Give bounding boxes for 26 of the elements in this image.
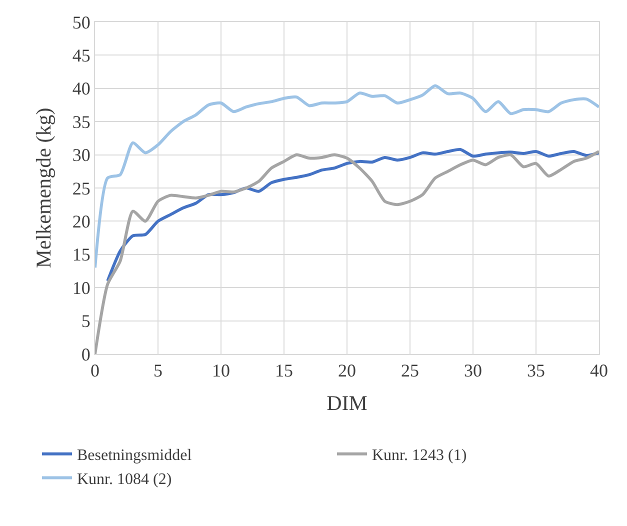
- line-series: [95, 84, 599, 270]
- y-tick-label: 45: [72, 46, 90, 66]
- x-tick-label: 20: [338, 360, 356, 381]
- line-series: [95, 150, 599, 354]
- legend-label: Kunr. 1084 (2): [77, 470, 172, 488]
- y-tick-label: 0: [81, 344, 90, 364]
- x-tick-label: 5: [154, 360, 162, 381]
- y-tick-label: 30: [72, 145, 90, 166]
- x-tick-label: 15: [275, 360, 293, 381]
- y-tick-label: 15: [72, 244, 90, 265]
- y-tick-label: 40: [72, 78, 90, 99]
- y-tick-label: 35: [72, 112, 90, 132]
- x-tick-label: 35: [527, 360, 545, 381]
- y-tick-label: 25: [72, 178, 90, 198]
- legend-label: Besetningsmiddel: [77, 447, 192, 464]
- y-tick-label: 5: [81, 311, 90, 332]
- y-axis-title: Melkemengde (kg): [32, 108, 56, 268]
- y-tick-label: 50: [72, 12, 90, 32]
- y-tick-label: 20: [72, 212, 90, 232]
- x-axis-title: DIM: [326, 390, 368, 415]
- x-tick-label: 30: [464, 360, 482, 381]
- y-tick-label: 10: [72, 278, 90, 298]
- x-tick-label: 25: [401, 360, 419, 381]
- legend-label: Kunr. 1243 (1): [372, 447, 467, 464]
- x-tick-label: 40: [590, 360, 608, 381]
- x-tick-label: 10: [212, 360, 230, 381]
